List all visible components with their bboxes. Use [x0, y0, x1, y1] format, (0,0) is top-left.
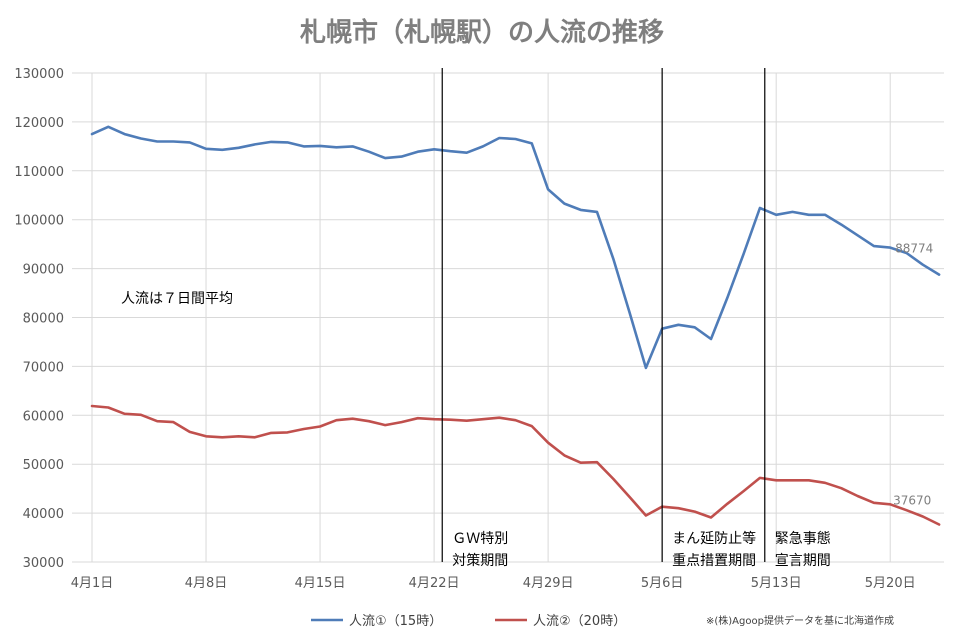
series-end-label: 37670	[893, 493, 931, 507]
y-tick-label: 100000	[14, 214, 64, 229]
series-line-2	[90, 404, 941, 526]
x-tick-label: 4月8日	[185, 576, 228, 591]
series-end-label: 88774	[895, 242, 933, 256]
y-tick-label: 60000	[23, 409, 64, 424]
y-tick-label: 120000	[14, 116, 64, 131]
y-tick-label: 50000	[23, 458, 64, 473]
legend-entry: 人流②（20時）	[533, 614, 626, 629]
series-line-1	[90, 125, 941, 370]
x-tick-label: 4月1日	[71, 576, 114, 591]
legend-entry: 人流①（15時）	[349, 614, 442, 629]
series-end-labels: 88774 37670	[893, 242, 933, 508]
period-marker-label: ＧＷ特別	[452, 531, 508, 547]
y-tick-label: 80000	[23, 312, 64, 327]
x-tick-label: 4月15日	[295, 576, 346, 591]
x-axis-tick-labels: 4月1日 4月8日 4月15日 4月22日 4月29日 5月6日 5月13日 5月20日	[71, 576, 916, 591]
chart-title: 札幌市（札幌駅）の人流の推移	[300, 17, 664, 48]
period-marker-label: 緊急事態	[775, 531, 831, 547]
period-marker-label: 宣言期間	[775, 553, 831, 569]
legend: 人流①（15時） 人流②（20時）	[311, 614, 626, 629]
period-marker-label: まん延防止等	[672, 530, 756, 547]
x-tick-label: 5月13日	[751, 576, 802, 591]
y-tick-label: 130000	[14, 67, 64, 82]
y-tick-label: 30000	[23, 556, 64, 571]
period-marker-label: 対策期間	[452, 552, 508, 569]
y-tick-label: 90000	[23, 263, 64, 278]
data-source-note: ※(株)Agoop提供データを基に北海道作成	[706, 614, 894, 627]
period-marker-label: 重点措置期間	[672, 553, 756, 569]
y-tick-label: 40000	[23, 507, 64, 522]
x-tick-label: 4月29日	[523, 576, 574, 591]
y-axis-tick-labels: 30000 40000 50000 60000 70000 80000 90000 10000…	[14, 67, 64, 571]
y-tick-label: 70000	[23, 360, 64, 375]
x-tick-label: 5月20日	[865, 576, 916, 591]
horizontal-gridlines	[72, 72, 944, 563]
x-tick-label: 5月6日	[641, 576, 684, 591]
x-tick-label: 4月22日	[409, 576, 460, 591]
y-tick-label: 110000	[14, 165, 64, 180]
series-lines	[90, 125, 941, 526]
seven-day-average-note: 人流は７日間平均	[121, 291, 233, 307]
